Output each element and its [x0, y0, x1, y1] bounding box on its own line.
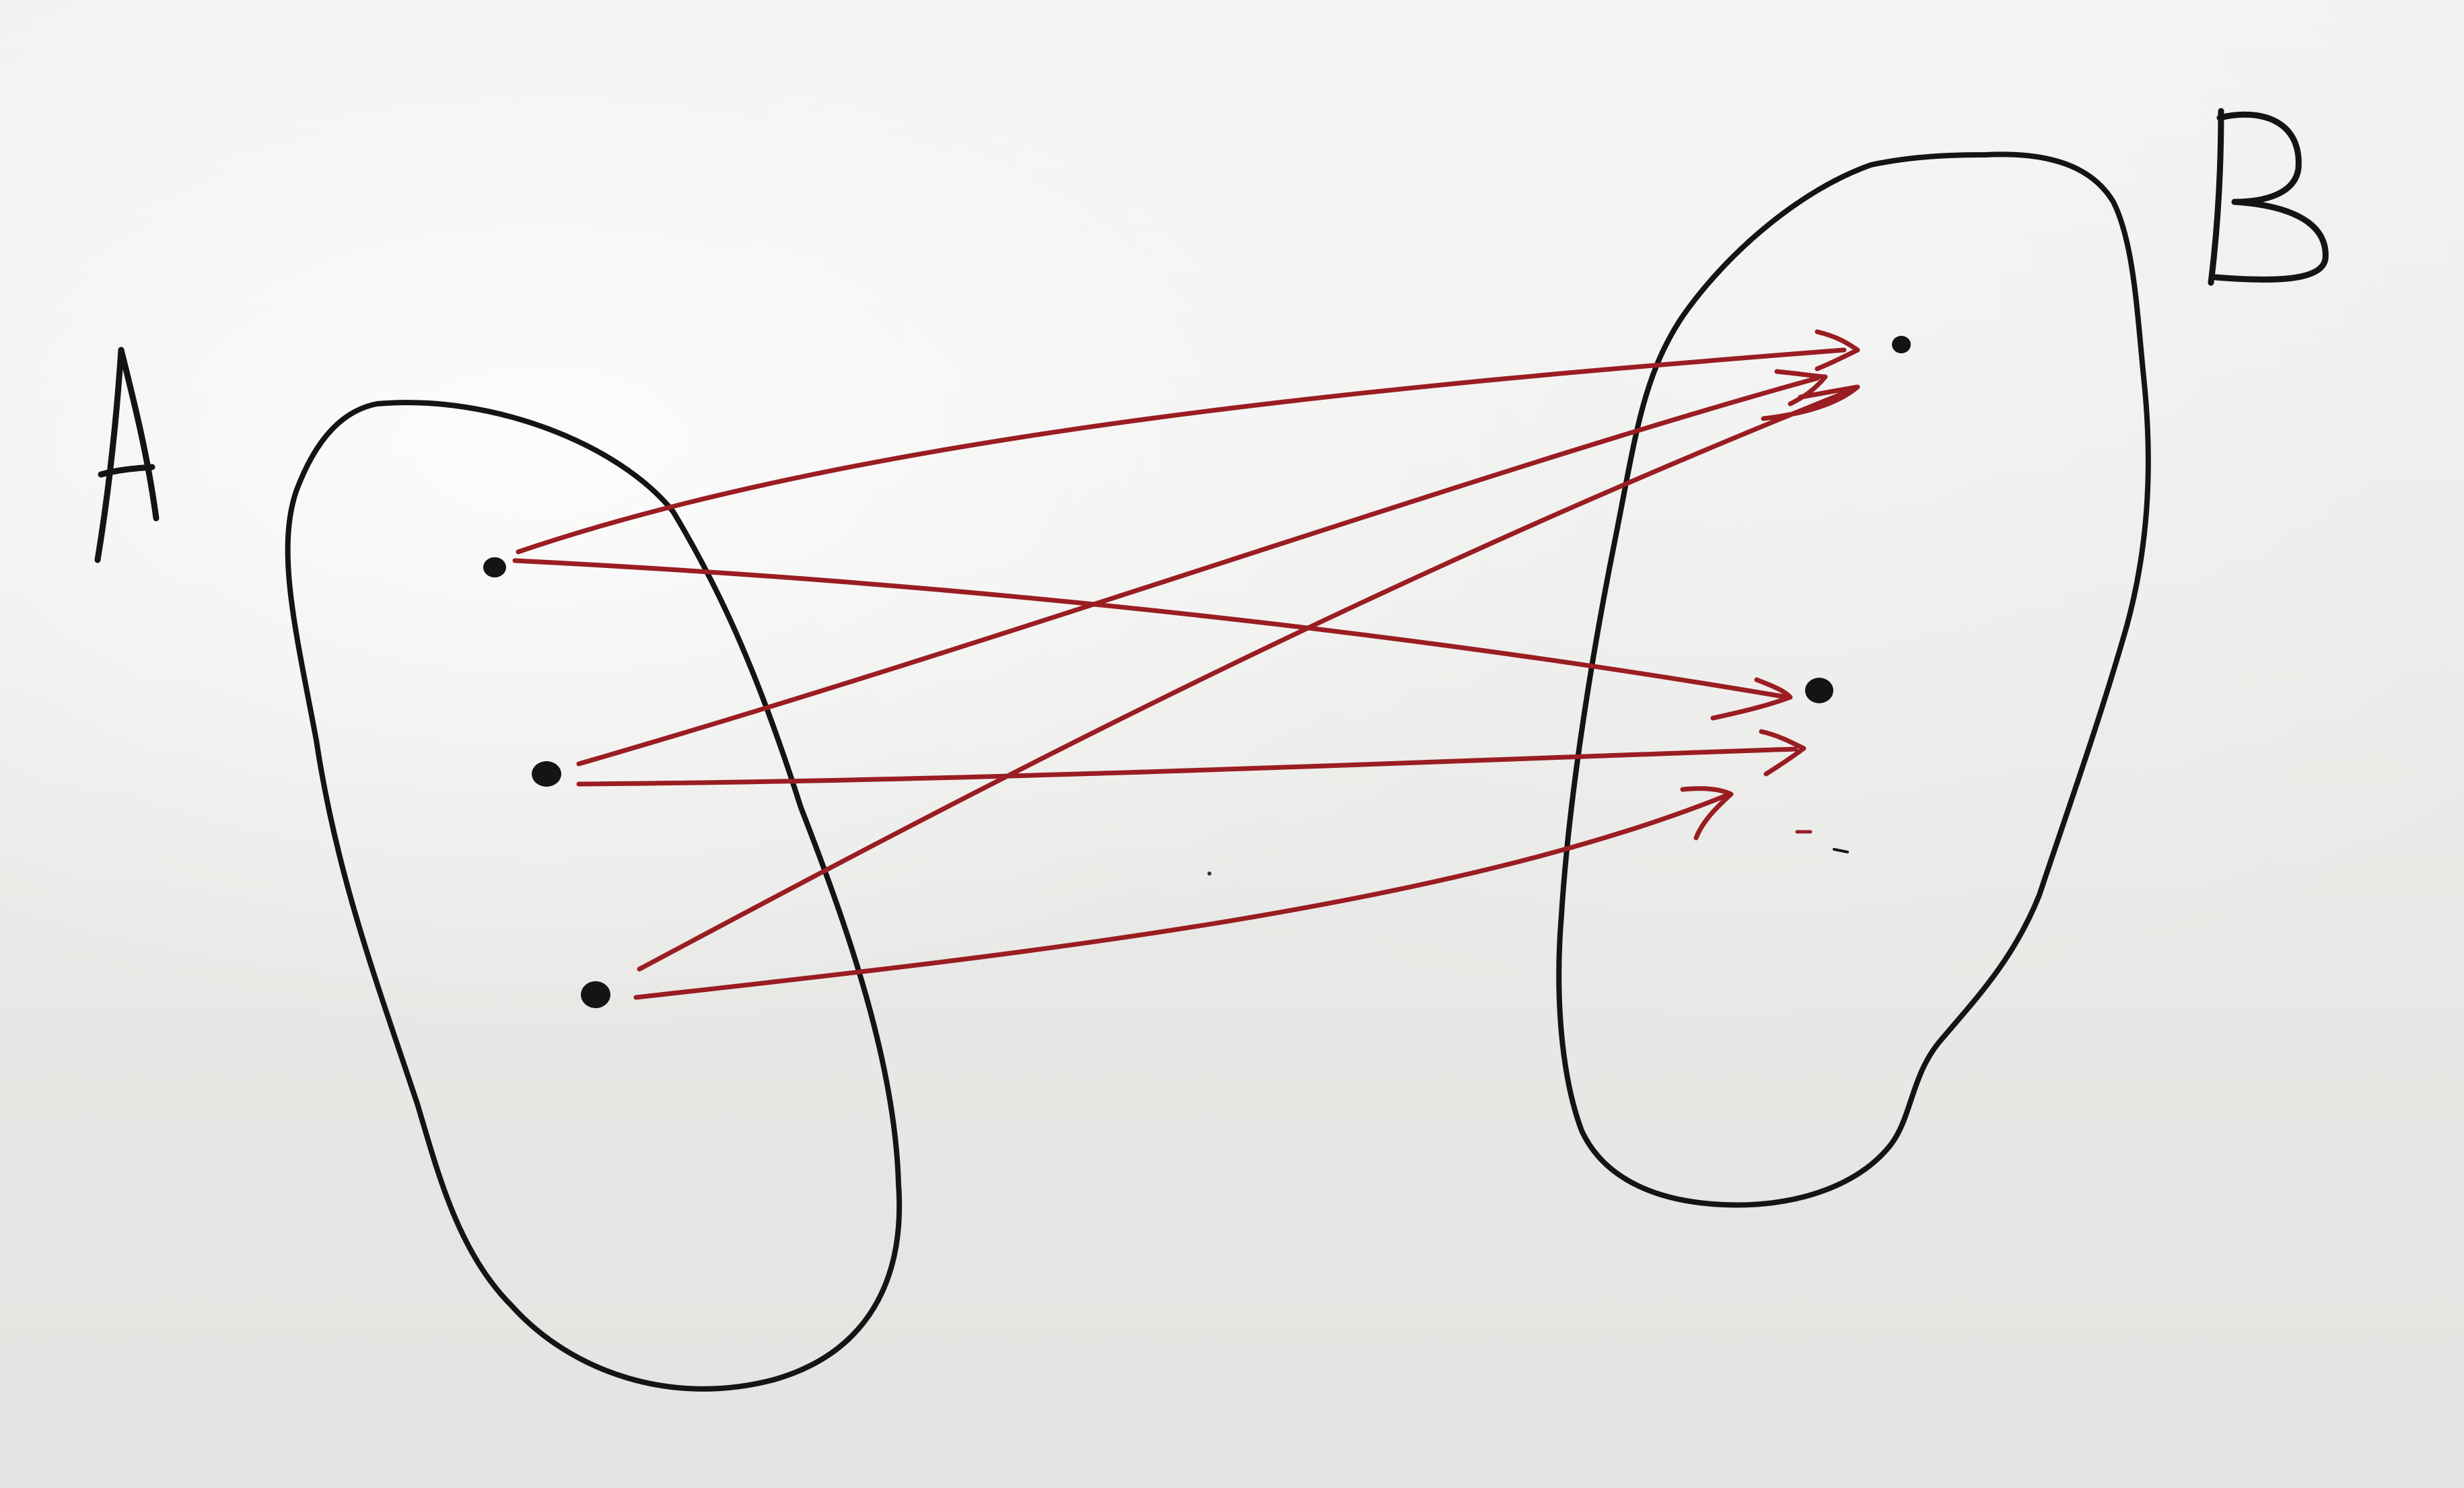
- set-a-element-3: [581, 981, 610, 1008]
- set-a-element-1: [483, 557, 506, 577]
- arrow-a2-b1: [576, 376, 1820, 767]
- set-b-label: [2208, 108, 2329, 286]
- set-b-element-2: [1805, 678, 1833, 703]
- arrow-a1-b1: [516, 347, 1847, 555]
- arrow-a2-b2: [576, 746, 1798, 787]
- set-b-elements: [1805, 336, 1911, 703]
- board-specks: [1207, 830, 1849, 876]
- arrow-a3-b2: [633, 791, 1732, 1000]
- arrow-a1-b2: [512, 558, 1786, 699]
- set-a-label: [94, 347, 160, 563]
- set-a-boundary: [285, 400, 903, 1392]
- arrow-a3-b1: [637, 388, 1854, 972]
- mapping-arrows: [512, 329, 1860, 1000]
- set-b-boundary: [1556, 151, 2151, 1208]
- set-a-elements: [483, 557, 610, 1008]
- set-a-element-2: [532, 761, 561, 787]
- set-b-element-1: [1892, 336, 1911, 353]
